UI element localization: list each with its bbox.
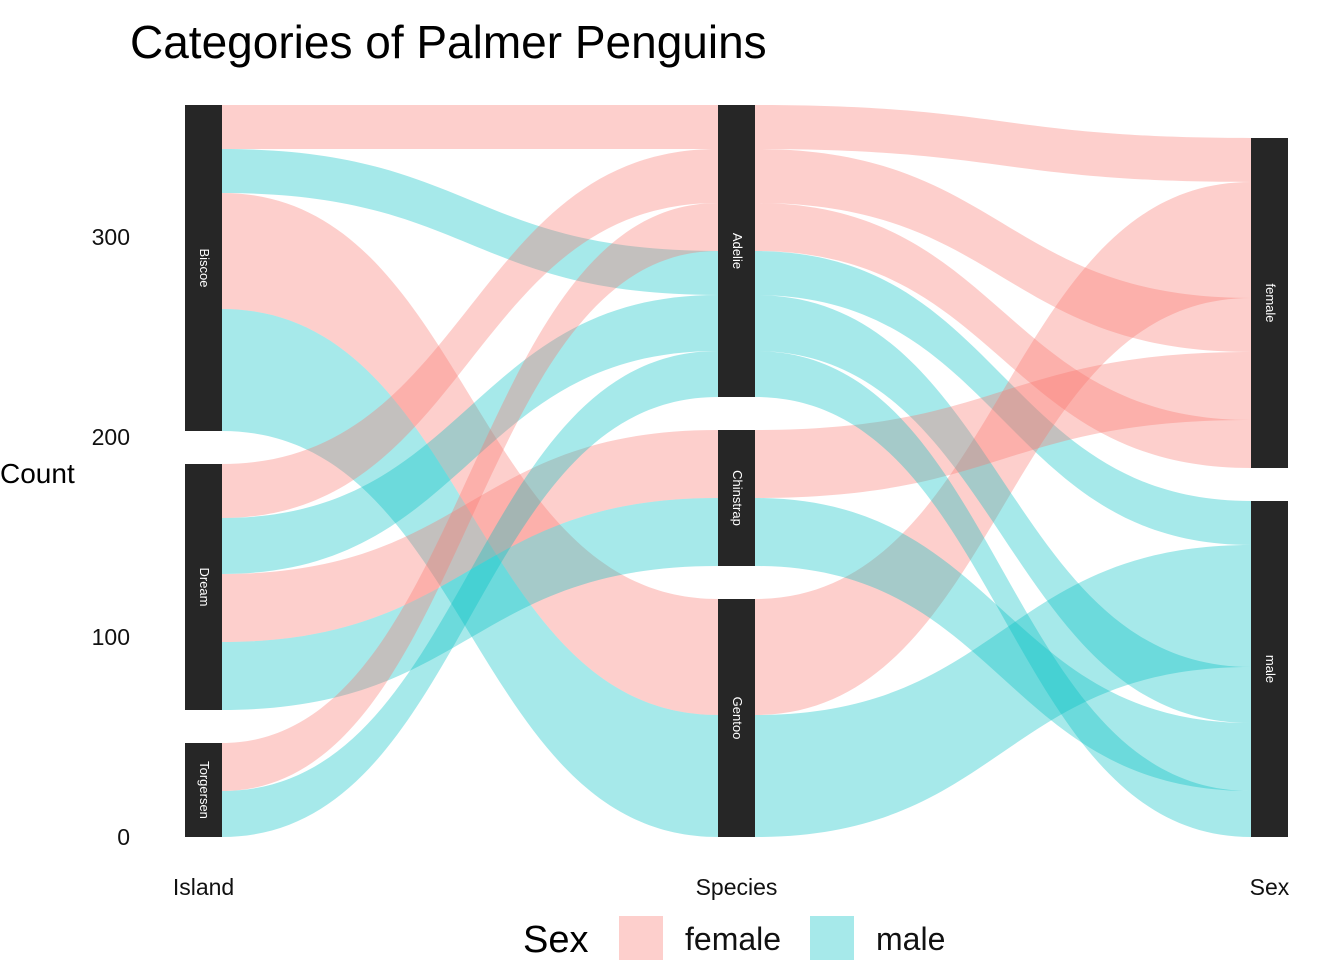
flow-dream-to-chinstrap-male <box>222 498 718 710</box>
flow-adelie-to-male-male <box>755 295 1251 723</box>
x-axis-label-species: Species <box>696 874 778 900</box>
flow-adelie-to-female-female <box>755 105 1251 182</box>
flow-dream-to-chinstrap-female <box>222 430 718 642</box>
flow-adelie-to-male-male <box>755 351 1251 837</box>
y-tick-label: 200 <box>92 424 130 450</box>
stratum-torgersen <box>185 743 222 837</box>
flow-gentoo-to-male-male <box>755 545 1251 837</box>
flow-torgersen-to-adelie-male <box>222 351 718 837</box>
stratum-label-biscoe: Biscoe <box>197 248 212 287</box>
flow-biscoe-to-adelie-male <box>222 149 718 295</box>
flow-adelie-to-female-female <box>755 203 1251 468</box>
stratum-biscoe <box>185 105 222 431</box>
flow-chinstrap-to-male-male <box>755 498 1251 791</box>
stratum-chinstrap <box>718 430 755 566</box>
legend-title: Sex <box>523 919 588 960</box>
legend-key-male <box>810 916 854 960</box>
legend: Sex female male <box>523 916 945 960</box>
legend-label-female: female <box>685 921 781 957</box>
stratum-dream <box>185 464 222 710</box>
stratum-label-female: female <box>1263 283 1278 322</box>
y-tick-label: 0 <box>117 824 130 850</box>
flow-biscoe-to-adelie-female <box>222 105 718 149</box>
y-tick-label: 300 <box>92 224 130 250</box>
y-tick-label: 100 <box>92 624 130 650</box>
stratum-label-chinstrap: Chinstrap <box>730 470 745 526</box>
y-axis-label: Count <box>0 458 75 489</box>
x-axis-labels: Island Species Sex <box>173 874 1290 900</box>
stratum-label-gentoo: Gentoo <box>730 697 745 740</box>
stratum-female <box>1251 138 1288 468</box>
flow-adelie-to-male-male <box>755 251 1251 545</box>
y-axis-ticks: 0 100 200 300 <box>92 224 130 850</box>
stratum-label-dream: Dream <box>197 567 212 606</box>
x-axis-label-sex: Sex <box>1250 874 1290 900</box>
flow-chinstrap-to-female-female <box>755 352 1251 498</box>
stratum-label-male: male <box>1263 655 1278 683</box>
legend-key-female <box>619 916 663 960</box>
legend-label-male: male <box>876 921 945 957</box>
flow-dream-to-adelie-female <box>222 149 718 518</box>
flow-gentoo-to-female-female <box>755 182 1251 715</box>
flow-layer <box>222 105 1251 837</box>
chart-title: Categories of Palmer Penguins <box>130 16 767 68</box>
stratum-male <box>1251 501 1288 837</box>
stratum-adelie <box>718 105 755 397</box>
stratum-gentoo <box>718 599 755 837</box>
stratum-label-torgersen: Torgersen <box>197 761 212 819</box>
flow-torgersen-to-adelie-female <box>222 203 718 791</box>
flow-biscoe-to-gentoo-female <box>222 193 718 715</box>
x-axis-label-island: Island <box>173 874 234 900</box>
strata-layer: Biscoe Dream Torgersen Adelie Chinstrap Gento… <box>185 105 1288 837</box>
flow-biscoe-to-gentoo-male <box>222 309 718 837</box>
flow-adelie-to-female-female <box>755 149 1251 352</box>
flow-dream-to-adelie-male <box>222 295 718 574</box>
stratum-label-adelie: Adelie <box>730 233 745 269</box>
